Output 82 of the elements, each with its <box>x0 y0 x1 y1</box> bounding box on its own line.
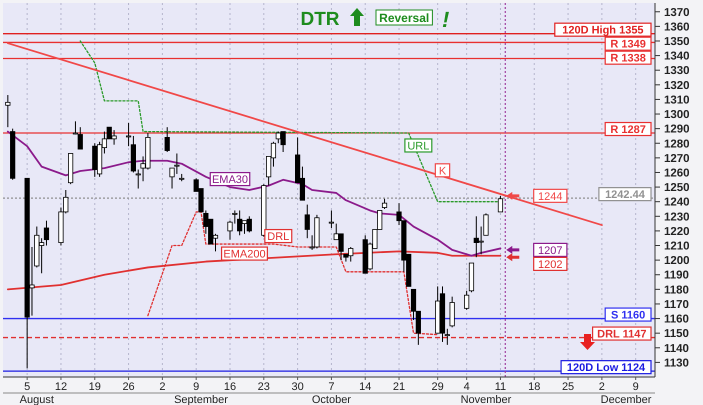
y-tick-label: 1190 <box>664 270 689 282</box>
candlestick <box>483 212 489 236</box>
x-tick-label: 30 <box>291 381 304 393</box>
ref-line-label: R 1287 <box>610 124 646 136</box>
ref-line-label: DRL 1147 <box>597 328 646 341</box>
x-tick-label: 23 <box>258 381 270 393</box>
x-tick-label: 5 <box>24 381 30 393</box>
x-tick-label: 12 <box>54 381 68 393</box>
y-tick-label: 1330 <box>664 65 690 78</box>
x2-tick-label: October <box>312 394 352 405</box>
y-tick-label: 1200 <box>664 255 690 268</box>
candlestick <box>498 195 504 212</box>
y-tick-label: 1180 <box>664 284 689 296</box>
candlestick <box>450 296 455 328</box>
x-tick-label: 7 <box>328 381 334 393</box>
y-tick-label: 1240 <box>664 196 690 209</box>
line-series <box>6 130 502 257</box>
ref-line-label: 120D High 1355 <box>562 24 644 37</box>
y-tick-label: 1230 <box>664 211 690 224</box>
ref-line-label: R 1338 <box>610 52 646 65</box>
y-tick-label: 1210 <box>664 240 690 253</box>
x2-tick-label: September <box>174 394 228 405</box>
y-tick-label: 1140 <box>664 342 689 355</box>
x-tick-label: 2 <box>159 381 166 393</box>
y-tick-label: 1220 <box>664 226 690 238</box>
annotation: ! <box>442 7 450 32</box>
chart-title: DTR <box>300 9 340 30</box>
x-tick-label: 26 <box>122 381 135 393</box>
y-tick-label: 1370 <box>664 6 690 19</box>
x-tick-label: 9 <box>193 381 200 393</box>
candlestick <box>464 290 470 310</box>
y-tick-label: 1340 <box>664 50 690 63</box>
x-tick-label: 2 <box>598 381 605 393</box>
y-tick-label: 1160 <box>664 314 689 326</box>
annotation: 1207 <box>538 244 563 257</box>
x-tick-label: 14 <box>359 381 372 393</box>
candlestick <box>304 204 310 239</box>
x-tick-label: 18 <box>528 381 540 393</box>
x-tick-label: 4 <box>464 381 470 393</box>
y-tick-label: 1350 <box>664 36 690 48</box>
x-tick-label: 11 <box>494 381 506 393</box>
ref-line-label: S 1160 <box>610 310 646 322</box>
y-tick-label: 1310 <box>664 94 690 106</box>
y-tick-label: 1130 <box>664 357 689 370</box>
y-tick-label: 1150 <box>664 328 689 340</box>
y-tick-label: 1270 <box>664 152 690 165</box>
annotation: Reversal <box>379 11 430 25</box>
annotation: 1244 <box>538 190 563 203</box>
candlestick <box>5 94 10 128</box>
annotation: URL <box>407 140 430 152</box>
candlestick <box>328 210 334 228</box>
y-tick-label: 1300 <box>664 109 690 122</box>
x-tick-label: 16 <box>224 381 236 393</box>
y-tick-label: 1290 <box>664 124 690 136</box>
candlestick <box>44 220 50 246</box>
ref-line-label: 120D Low 1124 <box>566 362 646 374</box>
x-tick-label: 29 <box>432 381 444 393</box>
annotation: EMA200 <box>223 248 266 261</box>
candlestick <box>169 168 175 190</box>
candlestick <box>126 122 132 147</box>
x2-tick-label: November <box>460 394 512 405</box>
annotation: EMA30 <box>212 174 248 186</box>
annotation: 1202 <box>538 258 563 271</box>
y-tick-label: 1360 <box>664 21 690 34</box>
x2-tick-label: December <box>600 394 652 405</box>
ref-line-label: 1242.44 <box>605 189 646 202</box>
candlestick <box>164 126 170 153</box>
y-tick-label: 1250 <box>664 182 690 194</box>
ref-line-label: R 1349 <box>610 38 646 51</box>
x-tick-label: 19 <box>88 381 101 393</box>
y-tick-label: 1260 <box>664 167 690 180</box>
candlestick <box>227 220 233 240</box>
annotation: K <box>438 165 447 178</box>
annotation: DRL <box>267 231 290 244</box>
x-tick-label: 9 <box>632 381 639 393</box>
y-tick-label: 1280 <box>664 138 690 150</box>
x2-tick-label: August <box>20 394 54 405</box>
y-tick-label: 1170 <box>664 298 689 311</box>
y-tick-label: 1320 <box>664 80 690 92</box>
x-tick-label: 21 <box>392 381 406 393</box>
candlestick <box>382 198 388 210</box>
x-tick-label: 25 <box>562 381 574 393</box>
